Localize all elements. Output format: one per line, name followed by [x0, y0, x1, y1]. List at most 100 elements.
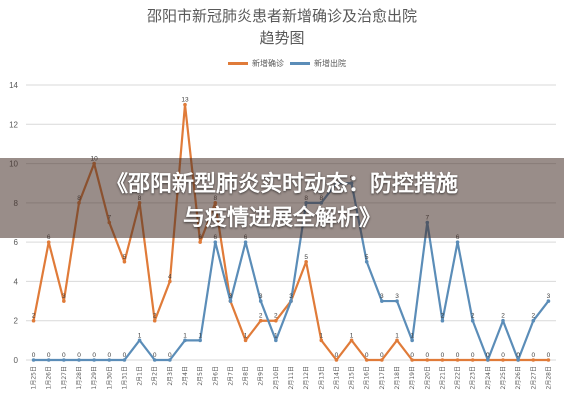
data-label-1: 1 — [410, 332, 414, 339]
x-tick-label: 2月9日 — [258, 366, 265, 386]
headline-line-1: 《邵阳新型肺炎实时动态：防控措施 — [105, 172, 458, 197]
data-point-0 — [501, 358, 505, 362]
data-point-1 — [501, 318, 505, 323]
data-point-0 — [425, 358, 430, 362]
data-label-1: 0 — [168, 352, 172, 359]
x-tick-label: 2月7日 — [227, 366, 234, 386]
data-point-0 — [31, 318, 36, 323]
data-label-0: 13 — [181, 97, 189, 104]
legend-item-discharged: 新增出院 — [290, 58, 346, 69]
data-point-0 — [46, 240, 51, 244]
x-tick-label: 1月29日 — [91, 366, 98, 389]
data-label-1: 3 — [380, 293, 384, 300]
data-label-0: 1 — [244, 332, 248, 339]
x-tick-label: 1月30日 — [106, 366, 113, 389]
data-label-0: 2 — [32, 313, 36, 320]
data-label-0: 5 — [123, 254, 127, 261]
x-tick-label: 1月26日 — [46, 366, 53, 389]
data-label-0: 0 — [335, 352, 339, 359]
x-tick-label: 2月13日 — [318, 366, 325, 389]
data-label-0: 0 — [501, 352, 505, 359]
data-label-1: 1 — [183, 332, 187, 339]
x-tick-label: 2月10日 — [273, 366, 280, 389]
data-label-1: 3 — [395, 293, 399, 300]
data-label-0: 1 — [350, 332, 354, 339]
data-label-0: 0 — [486, 352, 490, 359]
data-point-1 — [380, 299, 384, 303]
data-point-0 — [546, 358, 551, 362]
data-point-1 — [455, 240, 460, 244]
data-point-1 — [107, 358, 112, 362]
data-point-0 — [319, 338, 324, 343]
data-point-1 — [289, 299, 293, 303]
y-tick-label: 2 — [14, 317, 19, 326]
x-tick-label: 2月17日 — [379, 366, 386, 389]
data-label-1: 5 — [365, 254, 369, 261]
data-point-1 — [364, 259, 369, 264]
x-tick-label: 2月1日 — [137, 366, 144, 386]
x-tick-label: 2月3日 — [167, 366, 174, 386]
y-tick-label: 6 — [14, 238, 19, 247]
x-tick-label: 2月21日 — [439, 366, 446, 389]
data-point-1 — [152, 358, 157, 362]
y-tick-label: 0 — [14, 356, 19, 365]
data-point-0 — [62, 299, 66, 303]
x-tick-label: 2月22日 — [455, 366, 462, 389]
data-point-0 — [334, 358, 339, 362]
data-point-1 — [531, 318, 536, 323]
data-point-1 — [137, 338, 142, 343]
data-label-1: 0 — [47, 352, 51, 359]
x-tick-label: 2月14日 — [333, 366, 340, 389]
data-label-0: 0 — [380, 352, 384, 359]
data-point-1 — [213, 240, 218, 244]
data-label-1: 1 — [274, 332, 278, 339]
data-point-1 — [198, 338, 202, 343]
x-tick-label: 1月28日 — [76, 366, 83, 389]
data-point-0 — [531, 358, 536, 362]
data-point-1 — [410, 338, 414, 343]
y-tick-label: 14 — [9, 81, 18, 90]
data-point-0 — [470, 358, 475, 362]
x-tick-label: 2月5日 — [197, 366, 204, 386]
data-point-1 — [546, 299, 551, 303]
data-label-1: 0 — [32, 352, 36, 359]
data-point-0 — [440, 358, 445, 362]
data-point-1 — [62, 358, 66, 362]
data-label-1: 2 — [501, 313, 505, 320]
data-label-0: 0 — [516, 352, 520, 359]
x-tick-label: 2月24日 — [485, 366, 492, 389]
data-label-0: 0 — [471, 352, 475, 359]
chart-subtitle: 趋势图 — [259, 29, 305, 47]
y-tick-label: 4 — [14, 277, 19, 286]
data-point-1 — [228, 299, 233, 303]
x-tick-label: 2月15日 — [349, 366, 356, 389]
x-tick-label: 2月23日 — [470, 366, 477, 389]
data-label-1: 0 — [77, 352, 81, 359]
data-point-1 — [122, 358, 127, 362]
data-point-0 — [304, 259, 308, 264]
data-point-0 — [168, 279, 172, 284]
data-point-1 — [46, 358, 51, 362]
data-point-1 — [395, 299, 399, 303]
data-label-0: 2 — [259, 313, 263, 320]
x-tick-label: 2月4日 — [182, 366, 189, 386]
data-label-0: 1 — [395, 332, 399, 339]
data-point-0 — [395, 338, 399, 343]
legend-label-discharged: 新增出院 — [314, 59, 346, 68]
data-label-0: 2 — [274, 313, 278, 320]
data-label-1: 3 — [547, 293, 551, 300]
data-label-0: 0 — [441, 352, 445, 359]
legend-swatch-discharged — [290, 62, 310, 65]
data-point-1 — [168, 358, 172, 362]
data-point-0 — [274, 318, 278, 323]
x-tick-label: 2月28日 — [545, 366, 552, 389]
data-point-1 — [183, 338, 187, 343]
x-tick-label: 2月26日 — [515, 366, 522, 389]
data-label-0: 0 — [531, 352, 535, 359]
data-point-0 — [122, 259, 127, 264]
data-point-0 — [455, 358, 460, 362]
data-point-0 — [243, 338, 248, 343]
data-label-0: 5 — [304, 254, 308, 261]
x-tick-label: 2月18日 — [394, 366, 401, 389]
data-point-1 — [274, 338, 278, 343]
